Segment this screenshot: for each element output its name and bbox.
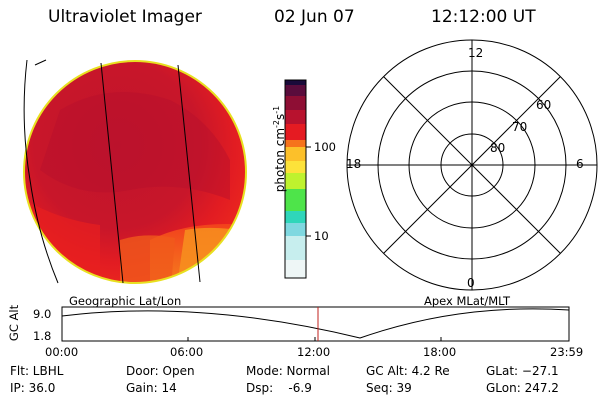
seq-status: Seq: 39 xyxy=(366,381,412,395)
colorbar-tick-100: 100 xyxy=(314,140,336,154)
glat-status: GLat: −27.1 xyxy=(486,364,559,378)
time-tick-0600: 06:00 xyxy=(170,345,204,359)
apex-title: Apex MLat/MLT xyxy=(424,294,511,308)
alt-tick-1-8: 1.8 xyxy=(33,329,52,343)
date-label: 02 Jun 07 xyxy=(274,7,355,27)
geographic-title: Geographic Lat/Lon xyxy=(69,294,182,308)
unit-text-cm: photon cm xyxy=(273,127,287,193)
time-label: 12:12:00 UT xyxy=(431,7,536,27)
dsp-status: Dsp: -6.9 xyxy=(246,381,312,395)
instrument-title: Ultraviolet Imager xyxy=(48,7,202,27)
time-tick-1800: 18:00 xyxy=(423,345,457,359)
door-status: Door: Open xyxy=(126,364,195,378)
time-tick-0000: 00:00 xyxy=(45,345,79,359)
unit-text-s: s xyxy=(273,113,287,120)
filter-status: Flt: LBHL xyxy=(10,364,64,378)
colorbar xyxy=(284,79,311,279)
alt-tick-9: 9.0 xyxy=(33,307,52,321)
mlt-label-12: 12 xyxy=(468,46,484,60)
time-tick-2359: 23:59 xyxy=(550,345,584,359)
mlt-label-18: 18 xyxy=(346,157,362,171)
mode-status: Mode: Normal xyxy=(246,364,330,378)
lat-label-60: 60 xyxy=(536,98,552,112)
glon-status: GLon: 247.2 xyxy=(486,381,559,395)
time-tick-1200: 12:00 xyxy=(297,345,331,359)
ip-status: IP: 36.0 xyxy=(10,381,56,395)
gc-alt-status: GC Alt: 4.2 Re xyxy=(366,364,450,378)
gain-status: Gain: 14 xyxy=(126,381,177,395)
lat-label-80: 80 xyxy=(490,141,506,155)
polar-plot xyxy=(346,39,598,291)
mlt-label-0: 0 xyxy=(467,276,475,290)
lat-label-70: 70 xyxy=(512,120,528,134)
gc-alt-axis-text: GC Alt xyxy=(7,304,21,342)
uv-earth-disk xyxy=(23,59,247,284)
unit-exp-s: -1 xyxy=(272,105,281,114)
colorbar-tick-10: 10 xyxy=(314,229,329,243)
mlt-label-6: 6 xyxy=(576,157,584,171)
altitude-panel xyxy=(61,306,570,342)
unit-exp-cm: -2 xyxy=(272,119,281,128)
